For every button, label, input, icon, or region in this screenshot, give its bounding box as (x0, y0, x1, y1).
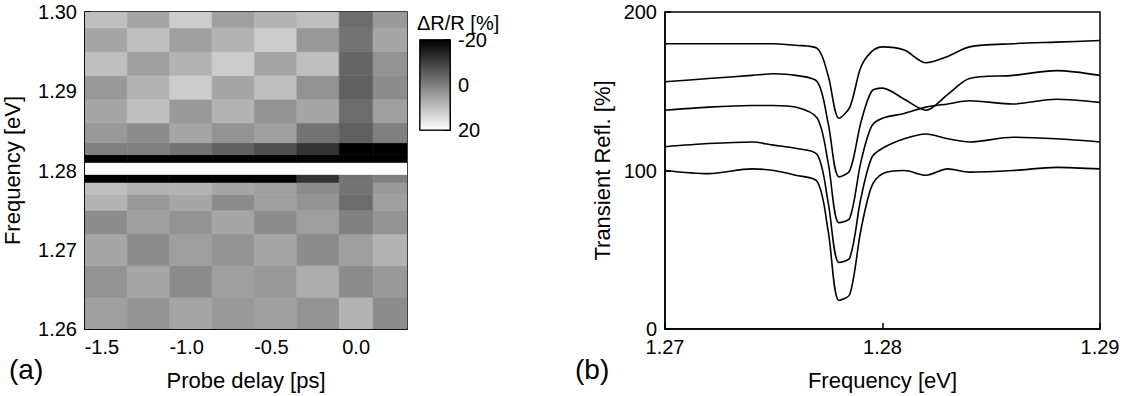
svg-text:20: 20 (458, 119, 480, 141)
svg-text:1.27: 1.27 (38, 239, 77, 261)
svg-text:-1.5: -1.5 (85, 336, 119, 358)
svg-text:Frequency [eV]: Frequency [eV] (0, 96, 25, 245)
svg-text:1.29: 1.29 (38, 80, 77, 102)
svg-text:1.30: 1.30 (38, 1, 77, 23)
svg-text:-20: -20 (458, 29, 487, 51)
svg-text:0.0: 0.0 (342, 336, 370, 358)
svg-text:1.29: 1.29 (1081, 336, 1120, 358)
svg-text:100: 100 (624, 160, 657, 182)
svg-text:0: 0 (645, 318, 657, 340)
svg-text:Transient Refl. [%]: Transient Refl. [%] (590, 80, 615, 260)
svg-text:(b): (b) (575, 354, 609, 385)
svg-text:200: 200 (624, 1, 657, 23)
svg-text:1.28: 1.28 (38, 160, 77, 182)
svg-text:0: 0 (458, 74, 469, 96)
svg-text:-1.0: -1.0 (169, 336, 203, 358)
svg-text:-0.5: -0.5 (254, 336, 288, 358)
svg-text:1.28: 1.28 (863, 336, 902, 358)
svg-text:1.27: 1.27 (646, 336, 685, 358)
svg-text:Probe delay [ps]: Probe delay [ps] (167, 368, 326, 393)
svg-text:ΔR/R [%]: ΔR/R [%] (417, 12, 499, 34)
svg-text:(a): (a) (9, 354, 43, 385)
svg-text:1.26: 1.26 (38, 318, 77, 340)
svg-text:Frequency [eV]: Frequency [eV] (808, 368, 957, 393)
